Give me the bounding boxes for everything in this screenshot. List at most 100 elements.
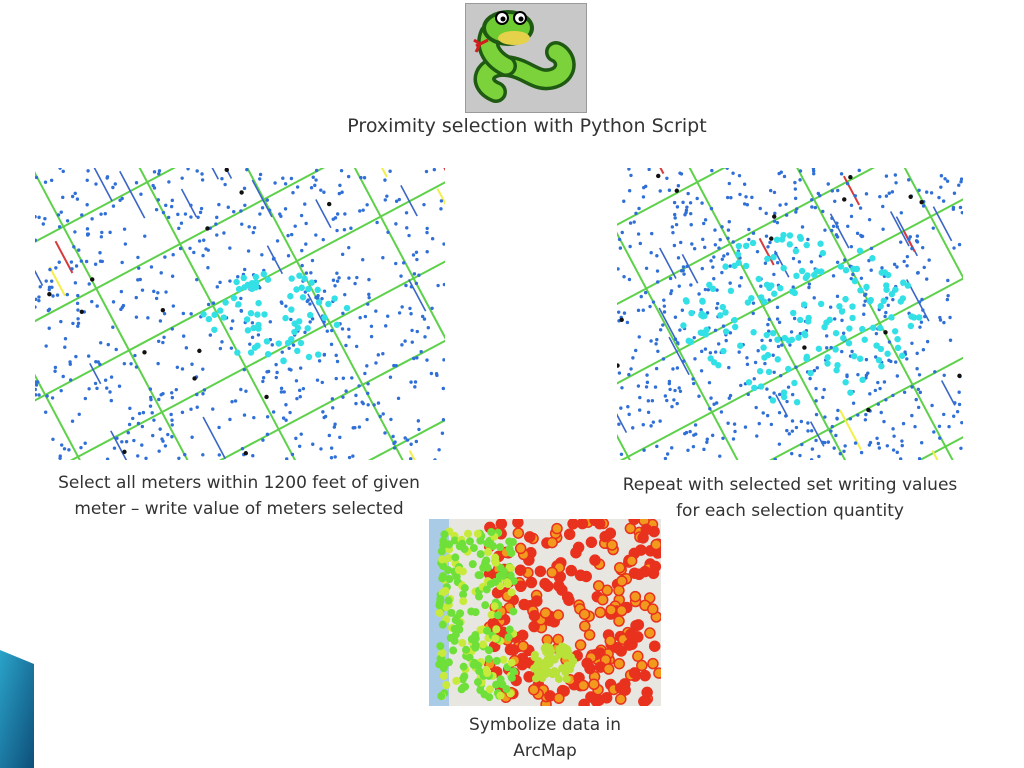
meter-point <box>849 244 854 249</box>
heat-point <box>632 631 644 643</box>
pipe-main <box>35 168 445 299</box>
meter-point <box>109 398 114 403</box>
meter-point <box>133 353 137 358</box>
selected-meter <box>883 282 890 289</box>
meter-point <box>226 205 230 209</box>
selected-meter <box>254 311 261 318</box>
meter-point <box>170 198 175 203</box>
meter-point <box>329 446 334 450</box>
meter-point <box>275 239 280 243</box>
meter-point <box>330 397 335 401</box>
meter-point <box>626 405 630 409</box>
selected-meter <box>706 281 713 289</box>
heat-point <box>615 645 627 657</box>
meter-point <box>718 454 722 458</box>
meter-point <box>658 419 662 423</box>
meter-flagged <box>919 200 924 205</box>
meter-point <box>877 446 882 450</box>
selected-meter <box>801 330 808 337</box>
meter-point <box>410 328 414 333</box>
heat-point <box>496 691 505 700</box>
meter-point <box>843 444 847 448</box>
meter-point <box>957 402 962 407</box>
heat-point <box>594 606 607 619</box>
meter-point <box>61 169 65 174</box>
meter-point <box>705 437 709 441</box>
meter-point <box>228 279 232 283</box>
heat-point <box>507 658 516 667</box>
meter-point <box>859 233 863 238</box>
meter-point <box>184 346 189 350</box>
meter-point <box>282 390 286 394</box>
meter-point <box>289 176 294 181</box>
meter-point <box>737 350 741 354</box>
meter-point <box>93 262 98 266</box>
heat-point <box>541 642 550 651</box>
meter-point <box>703 245 707 250</box>
heat-point <box>492 656 501 665</box>
meter-point <box>715 301 720 306</box>
meter-point <box>261 379 265 384</box>
meter-point <box>798 453 802 458</box>
heat-point <box>503 580 512 589</box>
selected-meter <box>796 233 804 241</box>
selected-meter <box>795 334 802 341</box>
meter-point <box>51 437 55 441</box>
selected-meter <box>296 272 303 279</box>
meter-point <box>295 185 300 189</box>
meter-point <box>799 419 804 424</box>
meter-point <box>243 203 247 207</box>
selected-meter <box>786 232 794 239</box>
heat-point <box>567 519 579 530</box>
meter-point <box>617 237 622 242</box>
meter-point <box>273 181 277 185</box>
selected-meter <box>863 283 870 291</box>
meter-point <box>414 250 419 254</box>
meter-point <box>921 348 926 352</box>
meter-point <box>137 266 141 270</box>
meter-point <box>800 442 804 447</box>
selected-meter <box>770 254 777 261</box>
meter-point <box>887 340 892 344</box>
meter-point <box>791 256 796 261</box>
meter-point <box>229 326 233 331</box>
meter-point <box>242 367 246 372</box>
meter-point <box>646 410 651 415</box>
meter-point <box>650 399 655 403</box>
meter-point <box>628 244 632 249</box>
meter-point <box>823 440 827 445</box>
heat-point <box>439 671 448 680</box>
meter-point <box>710 433 715 438</box>
meter-point <box>409 285 414 289</box>
selected-meter <box>888 314 895 321</box>
meter-point <box>809 458 814 460</box>
meter-point <box>746 392 750 397</box>
meter-point <box>858 206 863 210</box>
meter-point <box>422 202 426 207</box>
selected-meter <box>331 295 338 302</box>
meter-point <box>884 310 888 315</box>
meter-point <box>915 367 919 371</box>
heat-map-svg <box>429 519 661 706</box>
selected-meter <box>247 309 255 317</box>
selected-meter <box>243 316 251 323</box>
meter-point <box>672 398 676 402</box>
meter-point <box>685 205 689 209</box>
meter-point <box>656 280 660 284</box>
meter-point <box>859 450 864 455</box>
meter-point <box>937 195 941 200</box>
meter-point <box>105 457 110 460</box>
meter-point <box>170 423 174 427</box>
heat-point <box>438 574 447 583</box>
heat-point <box>615 604 628 617</box>
pipe-segment <box>380 168 388 178</box>
selected-meter <box>856 247 864 254</box>
meter-point <box>849 214 854 219</box>
meter-point <box>917 457 922 460</box>
meter-point <box>725 195 730 200</box>
pipe-main <box>138 168 297 460</box>
meter-point <box>434 372 439 376</box>
meter-point <box>902 259 906 264</box>
heat-point <box>439 664 448 673</box>
meter-point <box>300 248 304 253</box>
